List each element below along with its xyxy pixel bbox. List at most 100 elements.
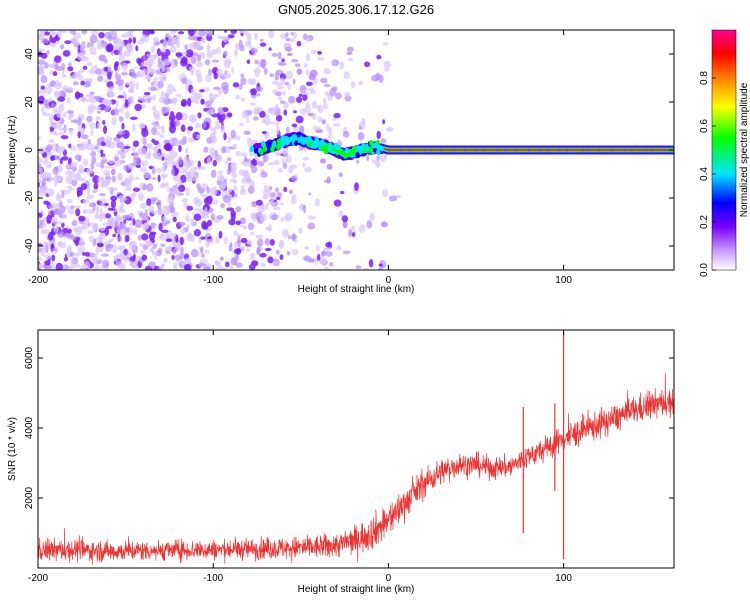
spectrogram-noise-cell [132, 187, 141, 192]
spectrogram-noise-cell [141, 95, 147, 103]
spectrogram-noise-cell [203, 146, 209, 153]
spectrogram-noise-cell [46, 214, 52, 223]
spectrogram-ridge-blob [373, 142, 378, 149]
spectrogram-noise-cell [178, 184, 186, 192]
spectrogram-noise-cell [221, 146, 227, 154]
spectrogram-noise-cell [81, 30, 88, 35]
spectrogram-noise-cell [86, 115, 93, 123]
spectrogram-noise-cell [288, 189, 293, 195]
spectrogram-noise-cell [363, 267, 369, 270]
spectrogram-noise-cell [117, 95, 124, 99]
spectrogram-noise-cell [172, 248, 177, 255]
spectrogram-noise-cell [320, 250, 326, 257]
spectrogram-noise-cell [215, 235, 220, 244]
spectrogram-noise-cell [157, 199, 162, 205]
spectrogram-noise-cell [265, 203, 269, 211]
spectrogram-noise-cell [115, 214, 122, 220]
spectrogram-noise-cell [215, 154, 223, 163]
spectrogram-noise-cell [140, 61, 148, 67]
spectrogram-noise-cell [98, 234, 103, 243]
spectrogram-noise-cell [99, 149, 104, 155]
spectrogram-noise-cell [97, 176, 105, 184]
spectrogram-noise-cell [107, 207, 116, 211]
spectrogram-noise-cell [364, 61, 371, 68]
spectrogram-ridge-blob [296, 131, 301, 138]
spectrogram-noise-cell [48, 30, 56, 36]
spectrogram-noise-cell [259, 253, 267, 258]
spectrogram-noise-cell [256, 93, 261, 97]
spectrogram-noise-cell [235, 254, 239, 260]
spectrogram-noise-cell [240, 97, 246, 102]
spectrogram-noise-cell [196, 93, 203, 100]
spectrogram-noise-cell [111, 169, 117, 175]
spectrogram-noise-cell [250, 47, 258, 54]
spectrogram-noise-cell [287, 235, 292, 240]
spectrogram-noise-cell [239, 44, 245, 52]
spectrogram-noise-cell [235, 206, 242, 213]
spectrogram-noise-cell [40, 248, 46, 257]
spectrogram-noise-cell [375, 72, 381, 81]
spectrogram-noise-cell [53, 208, 61, 216]
spectrogram-noise-cell [134, 66, 138, 70]
spectrogram-noise-cell [181, 77, 188, 85]
spectrogram-noise-cell [317, 116, 323, 123]
spectrogram-noise-cell [51, 254, 56, 261]
spectrogram-noise-cell [202, 121, 207, 129]
spectrogram-noise-cell [205, 73, 212, 83]
spectrogram-noise-cell [139, 166, 147, 173]
spectrogram-ridge-peak [538, 148, 542, 152]
spectrogram-noise-cell [53, 90, 60, 99]
spectrogram-noise-cell [124, 186, 133, 191]
spectrogram-noise-cell [120, 252, 125, 261]
spectrogram-noise-cell [47, 188, 55, 197]
spectrogram-noise-cell [149, 68, 155, 76]
spectrogram-noise-cell [58, 211, 63, 218]
spectrogram-noise-cell [190, 117, 197, 123]
spectrogram-noise-cell [50, 103, 57, 108]
spectrogram-noise-cell [275, 120, 279, 129]
spectrogram-noise-cell [165, 89, 173, 96]
spectrogram-noise-cell [77, 131, 81, 139]
spectrogram-noise-cell [45, 164, 51, 169]
spectrogram-noise-cell [317, 57, 325, 61]
spectrogram-noise-cell [388, 195, 397, 202]
spectrogram-noise-cell [45, 113, 53, 117]
spectrogram-noise-cell [206, 51, 214, 59]
spectrogram-noise-cell [90, 129, 94, 137]
spectrogram-noise-cell [220, 203, 226, 209]
spectrogram-noise-cell [197, 112, 202, 119]
spectrogram-noise-cell [322, 97, 327, 105]
spectrogram-noise-cell [255, 86, 264, 92]
spectrogram-noise-cell [103, 125, 107, 134]
spectrogram-noise-cell [89, 151, 97, 158]
spectrogram-ridge-blob [369, 140, 374, 146]
spectrogram-noise-cell [57, 96, 66, 102]
spectrogram-noise-cell [117, 74, 122, 80]
spectrogram-noise-cell [104, 78, 108, 84]
spectrogram-noise-cell [118, 53, 125, 63]
spectrogram-noise-cell [178, 144, 182, 153]
spectrogram-noise-cell [152, 177, 156, 181]
snr-x-tick-label: 100 [555, 573, 572, 584]
spectrogram-noise-cell [326, 176, 331, 184]
spectrogram-ridge-peak [496, 148, 499, 152]
spectrogram-noise-cell [151, 210, 158, 215]
spectrogram-noise-cell [67, 158, 72, 165]
spectrogram-noise-cell [95, 162, 101, 168]
spectrogram-noise-cell [61, 222, 65, 228]
spectrogram-noise-cell [238, 169, 245, 176]
spectrogram-noise-cell [85, 251, 90, 257]
spectrogram-noise-cell [190, 175, 197, 182]
spectrogram-noise-cell [229, 178, 237, 183]
spectrogram-noise-cell [263, 67, 268, 75]
spectrogram-noise-cell [198, 166, 206, 171]
spectrogram-noise-cell [116, 78, 124, 86]
spectrogram-noise-cell [246, 117, 250, 124]
spectrogram-noise-cell [217, 106, 224, 113]
spectrogram-noise-cell [53, 107, 58, 114]
spectrogram-ridge-blob [293, 140, 299, 146]
spectrogram-noise-cell [226, 168, 232, 175]
spectrogram-noise-cell [177, 31, 185, 35]
spectrogram-noise-cell [168, 245, 173, 251]
spectrogram-noise-cell [368, 259, 374, 268]
